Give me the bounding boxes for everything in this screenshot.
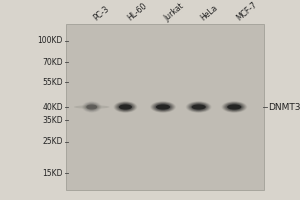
- Ellipse shape: [115, 102, 136, 112]
- Ellipse shape: [85, 103, 98, 111]
- Text: 40KD: 40KD: [42, 102, 63, 112]
- Ellipse shape: [190, 103, 207, 111]
- Ellipse shape: [156, 104, 170, 110]
- Text: 70KD: 70KD: [42, 58, 63, 67]
- Ellipse shape: [226, 103, 243, 111]
- Text: HeLa: HeLa: [199, 4, 219, 23]
- Ellipse shape: [117, 103, 134, 111]
- Ellipse shape: [119, 104, 132, 110]
- Text: 100KD: 100KD: [38, 36, 63, 45]
- Ellipse shape: [153, 102, 173, 112]
- Ellipse shape: [189, 103, 208, 111]
- Ellipse shape: [74, 105, 110, 109]
- Ellipse shape: [152, 102, 174, 112]
- Text: 35KD: 35KD: [42, 116, 63, 125]
- Ellipse shape: [150, 101, 176, 113]
- Text: DNMT3L: DNMT3L: [268, 102, 300, 112]
- Ellipse shape: [187, 102, 211, 112]
- Ellipse shape: [85, 103, 98, 111]
- Ellipse shape: [116, 103, 134, 111]
- Ellipse shape: [188, 102, 209, 112]
- Text: 15KD: 15KD: [43, 169, 63, 178]
- Ellipse shape: [222, 102, 246, 112]
- Ellipse shape: [190, 103, 208, 111]
- Ellipse shape: [192, 104, 206, 110]
- Ellipse shape: [154, 103, 172, 111]
- Ellipse shape: [114, 102, 136, 112]
- Ellipse shape: [221, 101, 247, 113]
- Text: HL-60: HL-60: [125, 2, 148, 23]
- Ellipse shape: [86, 104, 97, 110]
- Text: Jurkat: Jurkat: [163, 2, 186, 23]
- Ellipse shape: [227, 104, 242, 110]
- Ellipse shape: [186, 101, 211, 113]
- Ellipse shape: [226, 103, 242, 111]
- Ellipse shape: [84, 103, 99, 111]
- Ellipse shape: [86, 104, 97, 110]
- Ellipse shape: [153, 103, 173, 111]
- Text: MCF-7: MCF-7: [234, 1, 258, 23]
- Ellipse shape: [113, 101, 137, 113]
- Ellipse shape: [188, 102, 210, 112]
- Ellipse shape: [116, 102, 135, 112]
- Bar: [66, 24, 264, 190]
- Text: 55KD: 55KD: [42, 78, 63, 87]
- Ellipse shape: [118, 103, 133, 111]
- Ellipse shape: [224, 102, 245, 112]
- Text: 25KD: 25KD: [43, 137, 63, 146]
- Ellipse shape: [119, 104, 132, 110]
- Ellipse shape: [155, 103, 171, 111]
- Ellipse shape: [156, 104, 170, 110]
- Ellipse shape: [227, 104, 242, 110]
- Ellipse shape: [223, 102, 246, 112]
- Ellipse shape: [225, 103, 244, 111]
- Ellipse shape: [151, 102, 175, 112]
- Ellipse shape: [191, 104, 206, 110]
- Text: PC-3: PC-3: [92, 5, 111, 23]
